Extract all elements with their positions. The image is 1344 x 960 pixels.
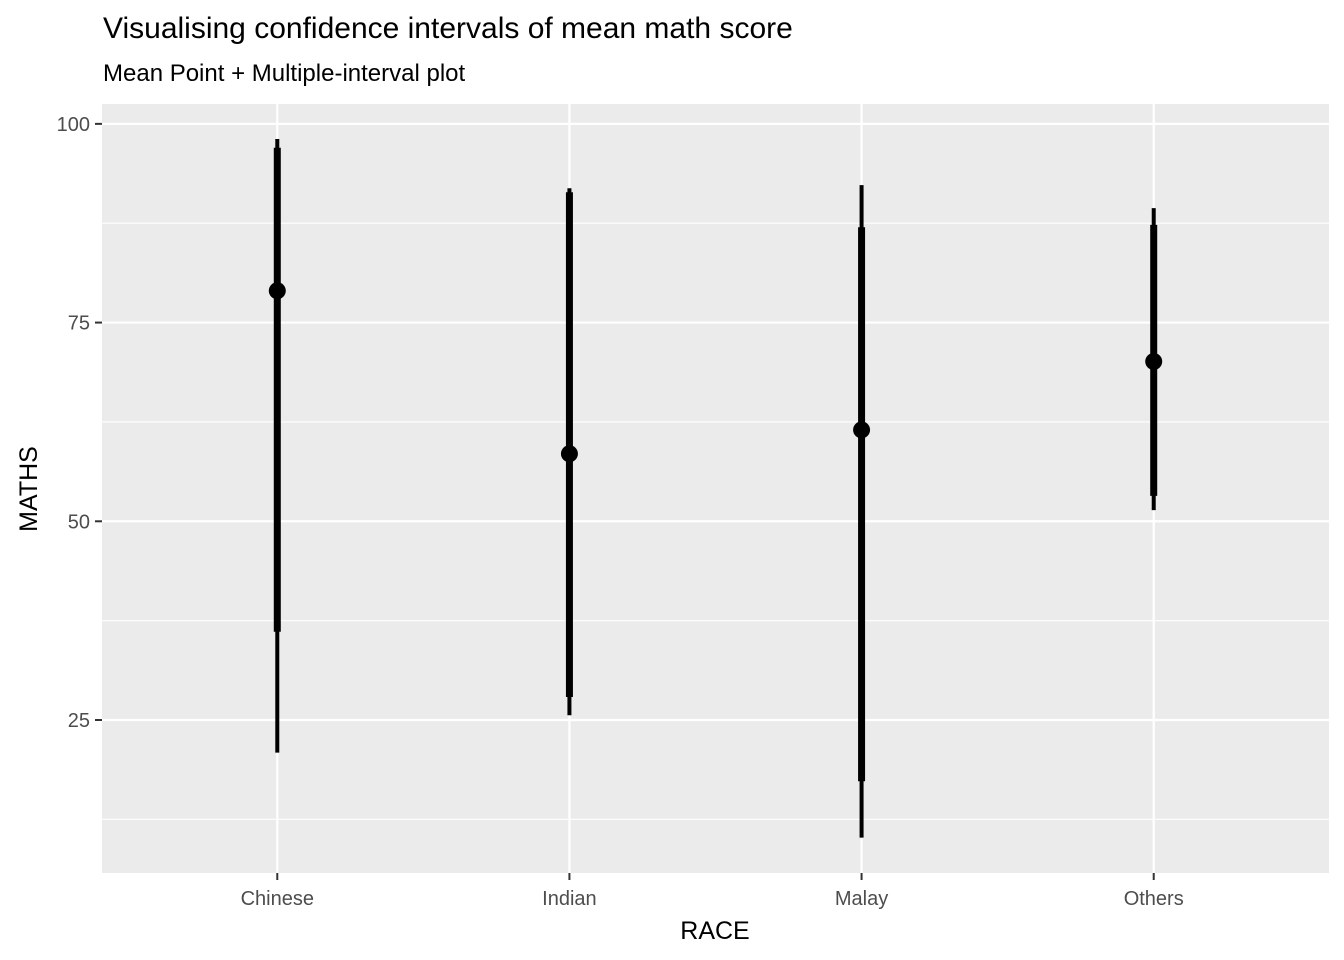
y-axis-title: MATHS bbox=[15, 446, 43, 532]
x-tick-label: Malay bbox=[835, 888, 888, 910]
y-tick-label: 75 bbox=[68, 313, 90, 335]
x-tick-label: Indian bbox=[542, 888, 597, 910]
x-tick-label: Chinese bbox=[241, 888, 314, 910]
chart-title: Visualising confidence intervals of mean… bbox=[103, 12, 793, 45]
y-tick-label: 25 bbox=[68, 710, 90, 732]
mean-point bbox=[268, 282, 286, 300]
y-tick-label: 100 bbox=[57, 114, 90, 136]
y-tick-label: 50 bbox=[68, 511, 90, 533]
mean-point bbox=[1145, 353, 1163, 371]
minor-gridlines bbox=[102, 222, 1329, 820]
x-axis-title: RACE bbox=[680, 917, 749, 945]
chart-subtitle: Mean Point + Multiple-interval plot bbox=[103, 60, 466, 87]
x-tick-label: Others bbox=[1124, 888, 1184, 910]
interval-marks bbox=[268, 138, 1163, 838]
y-axis: 25 50 75 100 bbox=[57, 114, 102, 732]
mean-point bbox=[853, 421, 871, 439]
mean-point bbox=[560, 445, 578, 463]
plot-panel bbox=[102, 104, 1329, 873]
x-axis: Chinese Indian Malay Others bbox=[241, 873, 1184, 910]
